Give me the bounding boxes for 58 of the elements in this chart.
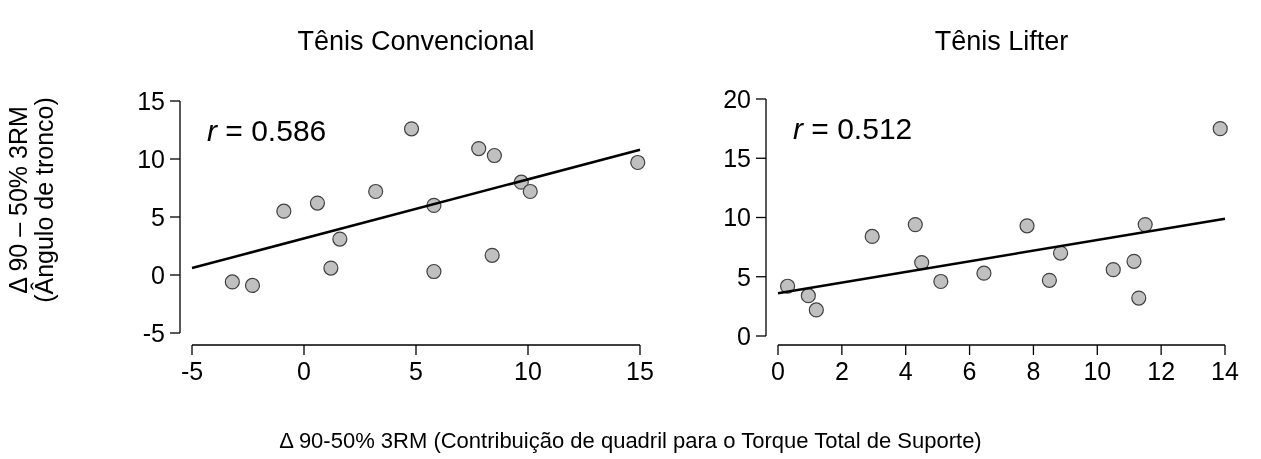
point <box>1126 253 1142 269</box>
point <box>484 247 500 263</box>
point <box>486 147 502 164</box>
point <box>522 183 538 200</box>
x-tick-label: 10 <box>514 357 542 385</box>
y-tick-label: 10 <box>137 144 165 173</box>
point <box>309 195 326 211</box>
point <box>1052 245 1069 261</box>
y-tick-label: 5 <box>737 262 751 291</box>
point <box>1041 272 1057 288</box>
annotation: r = 0.512 <box>793 112 913 145</box>
point <box>808 302 824 318</box>
point <box>224 274 240 290</box>
point <box>933 273 949 290</box>
point <box>914 254 930 271</box>
point <box>1137 217 1153 233</box>
point <box>864 228 880 245</box>
annotation: r = 0.586 <box>207 114 327 147</box>
x-tick-label: 8 <box>1026 357 1041 385</box>
x-axis-title: Δ 90-50% 3RM (Contribuição de quadril para o Torque Total de Suporte) <box>279 428 982 453</box>
y-tick-label: -5 <box>142 318 165 347</box>
x-tick-label: 4 <box>898 357 913 385</box>
y-tick-label: 15 <box>723 144 751 172</box>
y-axis-title: Δ 90 – 50% 3RM (Ângulo de tronco) <box>4 97 58 303</box>
point <box>1131 290 1147 306</box>
point <box>1019 218 1035 234</box>
point <box>368 183 384 200</box>
y-tick-label: 20 <box>723 84 751 113</box>
x-tick-label: 0 <box>297 357 311 385</box>
y-tick-label: 0 <box>151 260 165 289</box>
point <box>471 140 487 157</box>
point <box>1212 121 1228 137</box>
point <box>907 217 923 233</box>
point <box>800 288 816 304</box>
point <box>976 265 992 281</box>
x-tick-label: 6 <box>962 357 977 385</box>
point <box>1105 262 1121 278</box>
x-tick-label: 15 <box>626 357 654 385</box>
chart-title: Tênis Lifter <box>934 26 1069 56</box>
point <box>323 260 339 276</box>
point <box>276 203 292 219</box>
x-tick-label: 2 <box>834 357 849 385</box>
x-tick-label: 14 <box>1211 357 1239 385</box>
point <box>426 263 442 280</box>
point <box>244 277 261 294</box>
y-tick-label: 5 <box>151 202 165 231</box>
x-tick-label: 5 <box>409 357 423 385</box>
y-tick-label: 0 <box>737 321 751 350</box>
y-tick-label: 10 <box>723 203 751 232</box>
y-tick-label: 15 <box>137 86 165 115</box>
chart-title: Tênis Convencional <box>297 26 535 56</box>
point <box>403 121 420 137</box>
point <box>630 154 646 171</box>
x-tick-label: 10 <box>1083 357 1112 385</box>
x-tick-label: 12 <box>1147 357 1176 385</box>
x-tick-label: -5 <box>180 357 204 385</box>
x-tick-label: 0 <box>771 357 785 385</box>
point <box>332 231 348 247</box>
